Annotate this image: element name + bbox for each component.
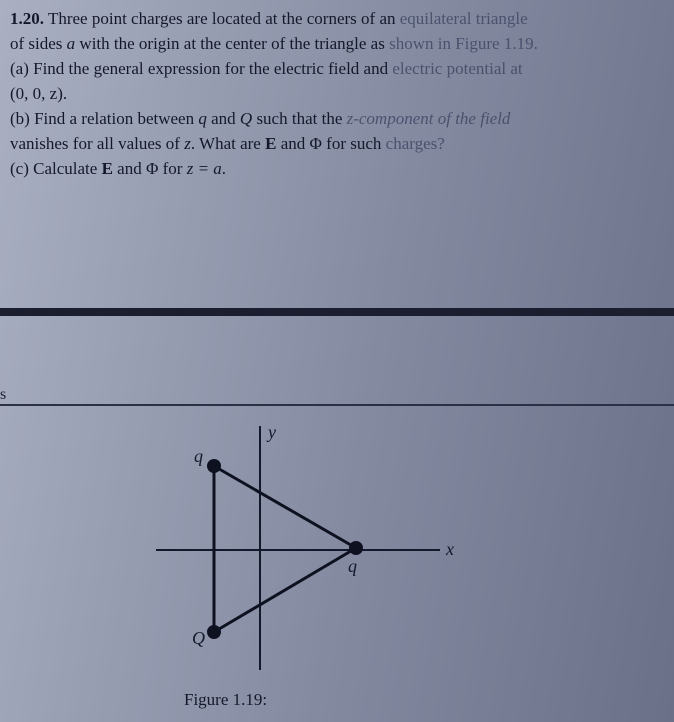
var-a: a <box>67 34 76 53</box>
text: (a) Find the general expression for the … <box>10 59 392 78</box>
eq: z = a <box>187 159 222 178</box>
separator-thin <box>0 404 674 406</box>
vec-E: E <box>102 159 113 178</box>
text: . <box>222 159 226 178</box>
text-faded: electric potential at <box>392 59 522 78</box>
figure-caption: Figure 1.19: <box>184 690 267 710</box>
var-q: q <box>198 109 207 128</box>
page-sheet: 1.20. Three point charges are located at… <box>0 0 674 722</box>
text: with the origin at the center of the tri… <box>75 34 389 53</box>
text-faded: equilateral triangle <box>400 9 528 28</box>
edge-letter: s <box>0 386 6 404</box>
text: and <box>207 109 240 128</box>
text-faded: charges? <box>386 134 445 153</box>
text-faded: z-component of the field <box>347 109 511 128</box>
charge-right <box>349 541 363 555</box>
text: . What are <box>191 134 265 153</box>
charge-label-top: q <box>194 446 203 466</box>
charge-top <box>207 459 221 473</box>
text: Three point charges are located at the c… <box>48 9 400 28</box>
charge-label-bottom: Q <box>192 628 205 648</box>
text: (c) Calculate <box>10 159 102 178</box>
axis-label-y: y <box>266 422 276 442</box>
axis-label-x: x <box>445 539 454 559</box>
vec-E: E <box>265 134 276 153</box>
text: of sides <box>10 34 67 53</box>
coord: (0, 0, z). <box>10 84 67 103</box>
problem-text: 1.20. Three point charges are located at… <box>10 8 664 183</box>
text: and Φ for such <box>276 134 385 153</box>
figure: x y q q Q <box>150 420 480 680</box>
text: (b) Find a relation between <box>10 109 198 128</box>
var-z: z <box>184 134 191 153</box>
var-Q: Q <box>240 109 252 128</box>
figure-svg: x y q q Q <box>150 420 480 680</box>
text: and Φ for <box>113 159 187 178</box>
charge-label-right: q <box>348 556 357 576</box>
text: such that the <box>252 109 346 128</box>
text: vanishes for all values of <box>10 134 184 153</box>
charge-bottom <box>207 625 221 639</box>
problem-number: 1.20. <box>10 9 44 28</box>
text-faded: shown in Figure 1.19. <box>389 34 538 53</box>
separator-thick <box>0 308 674 316</box>
